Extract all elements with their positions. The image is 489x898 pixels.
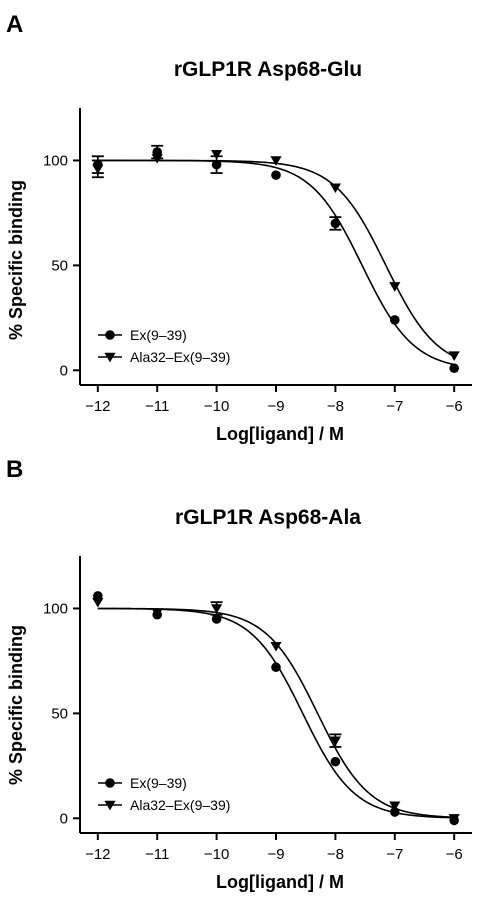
panel-b-x-tick-label: −9: [267, 846, 284, 863]
panel-b-point-series-2: [448, 814, 460, 824]
panel-b-point-series-2: [92, 597, 104, 608]
panel-b-y-tick-label: 0: [60, 810, 68, 827]
panel-a-y-axis-label: % Specific binding: [6, 180, 26, 340]
panel-a-x-tick-label: −11: [145, 398, 169, 415]
panel-b-point-series-2: [270, 642, 282, 652]
panel-a-point-series-2: [270, 156, 282, 166]
panel-b-point-series-2: [151, 608, 163, 618]
panel-b-title: rGLP1R Asp68-Ala: [175, 506, 361, 529]
panel-b-point-series-2: [389, 801, 401, 812]
panel-a-x-tick-label: −12: [85, 398, 110, 415]
panel-a-letter: A: [6, 11, 23, 38]
panel-b-point-series-2: [329, 736, 341, 746]
panel-b-legend-marker-1: [105, 778, 115, 788]
panel-b-plot: 0 50 100 −12 −11 −10 −9 −8 −7 −6 Ex(9–39) Ala32–Ex(…: [43, 556, 472, 863]
panel-b-legend-label-2: Ala32–Ex(9–39): [130, 797, 230, 813]
panel-b-y-axis-label: % Specific binding: [6, 625, 26, 785]
panel-b-y-tick-label: 50: [51, 705, 68, 722]
panel-b-x-tick-label: −6: [446, 846, 463, 863]
panel-a-point-series-2: [211, 149, 223, 160]
panel-a-title: rGLP1R Asp68-Glu: [174, 58, 362, 81]
panel-a-point-series-2: [389, 282, 401, 292]
panel-a-x-tick-label: −9: [267, 398, 284, 415]
panel-b-x-axis-label: Log[ligand] / M: [216, 872, 344, 892]
panel-a-point-series-2: [151, 154, 163, 164]
panel-b-x-tick-label: −11: [145, 846, 169, 863]
panel-a-point-series-2: [329, 183, 341, 194]
panel-b-y-tick-label: 100: [43, 600, 68, 617]
panel-a-x-axis-label: Log[ligand] / M: [216, 424, 344, 444]
panel-a-point-series-1: [330, 218, 341, 229]
panel-b-x-tick-label: −8: [327, 846, 344, 863]
panel-a-legend-label-2: Ala32–Ex(9–39): [130, 349, 230, 365]
panel-a-legend-marker-1: [105, 330, 115, 340]
panel-b-x-tick-label: −7: [386, 846, 403, 863]
panel-b-letter: B: [6, 456, 23, 483]
panel-a-y-tick-label: 50: [51, 257, 68, 274]
panel-b-point-series-1: [330, 756, 341, 767]
panel-b-legend-marker-2: [104, 800, 116, 811]
panel-a-point-series-2: [448, 351, 460, 361]
panel-a-point-series-1: [211, 159, 222, 170]
panel-a-plot: 0 50 100 −12 −11 −10 −9 −8 −7 −6 Ex(9–39) Ala32–Ex(…: [43, 108, 472, 415]
panel-b-legend-label-1: Ex(9–39): [130, 775, 187, 791]
panel-b-point-series-1: [271, 662, 281, 673]
panel-a-x-tick-label: −7: [386, 398, 403, 415]
panel-a-legend-label-1: Ex(9–39): [130, 327, 187, 343]
panel-a-point-series-1: [389, 315, 400, 325]
panel-b-point-series-1: [389, 807, 400, 817]
panel-b-x-tick-label: −10: [204, 846, 229, 863]
panel-a-x-tick-label: −10: [204, 398, 229, 415]
panel-b-x-tick-label: −12: [85, 846, 110, 863]
panel-a-point-series-1: [449, 363, 459, 374]
panel-a-x-tick-label: −6: [446, 398, 463, 415]
panel-a-x-tick-label: −8: [327, 398, 344, 415]
panel-a-point-series-1: [271, 170, 281, 180]
panel-a-legend-marker-2: [104, 352, 116, 363]
panel-b-point-series-1: [211, 614, 222, 624]
panel-b-point-series-2: [211, 604, 223, 614]
panel-a-y-tick-label: 100: [43, 152, 68, 169]
panel-a-y-tick-label: 0: [60, 362, 68, 379]
panel-a-point-series-2: [92, 164, 104, 175]
